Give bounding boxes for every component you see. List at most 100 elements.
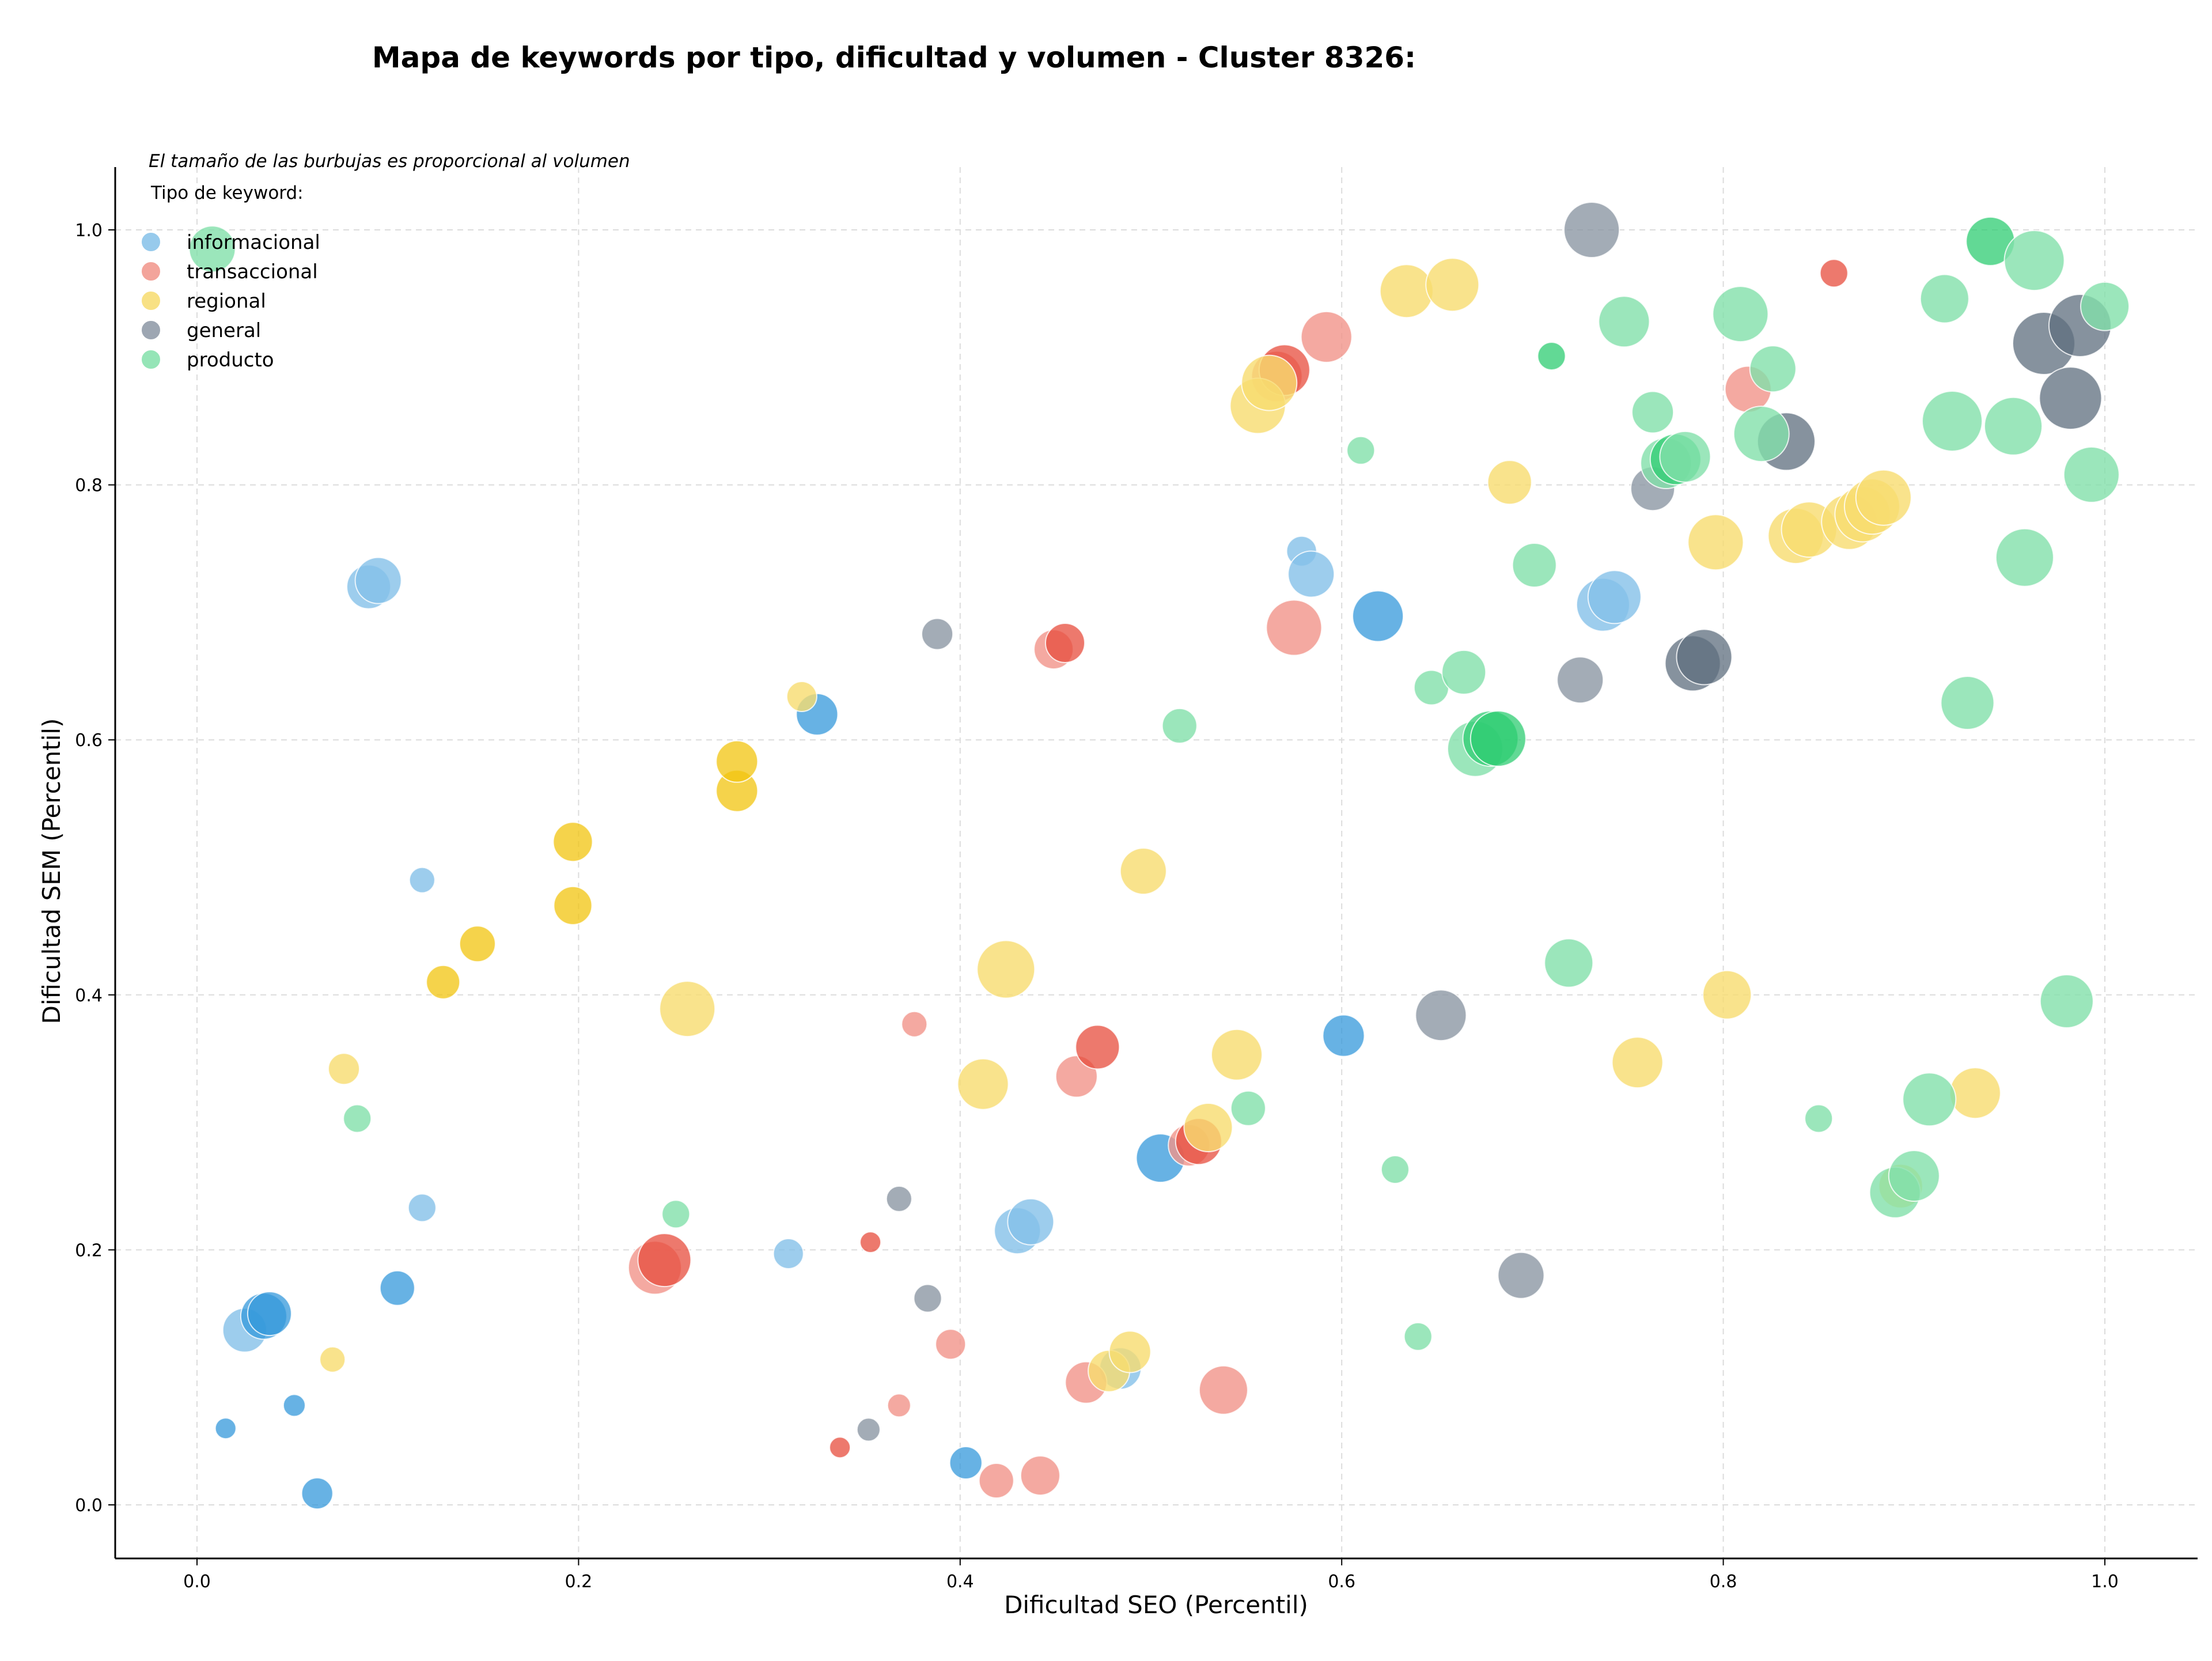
y-tick-label: 0.8 bbox=[75, 476, 103, 496]
tick-labels: 0.0 0.0 0.2 0.2 0.4 0.4 0.6 0.6 0.8 0.8 1.0 1.0 bbox=[75, 221, 2119, 1592]
bubble-general bbox=[1676, 629, 1733, 686]
bubble-transaccional bbox=[1266, 599, 1323, 656]
legend: informacional transaccional regional genera… bbox=[141, 231, 320, 372]
bubble-producto bbox=[1984, 396, 2043, 456]
legend-item-regional: regional bbox=[141, 290, 266, 313]
x-tick-label: 0.2 bbox=[565, 1572, 593, 1592]
bubble-producto bbox=[1631, 391, 1675, 434]
legend-item-producto: producto bbox=[141, 349, 274, 372]
bubble-producto bbox=[1922, 391, 1983, 452]
bubble-transaccional bbox=[901, 1011, 928, 1038]
bubble-transaccional bbox=[1045, 623, 1085, 663]
bubble-producto bbox=[1537, 342, 1566, 371]
bubble-producto bbox=[1512, 543, 1557, 588]
bubble-producto bbox=[1888, 1150, 1940, 1202]
bubble-regional bbox=[1702, 970, 1752, 1020]
bubble-regional bbox=[659, 981, 716, 1038]
bubble-general bbox=[1563, 202, 1620, 258]
bubble-producto bbox=[1940, 676, 1995, 730]
bubble-transaccional bbox=[1198, 1365, 1248, 1415]
bubble-producto bbox=[1919, 274, 1969, 324]
bubble-informacional bbox=[408, 867, 435, 894]
bubble-transaccional bbox=[1819, 259, 1849, 288]
bubble-producto bbox=[1161, 707, 1198, 744]
legend-marker bbox=[141, 261, 161, 282]
bubble-regional bbox=[319, 1346, 346, 1373]
legend-item-transaccional: transaccional bbox=[141, 260, 318, 283]
bubble-regional bbox=[328, 1053, 360, 1085]
bubble-producto bbox=[1902, 1072, 1957, 1127]
bubbles-layer bbox=[188, 202, 2130, 1510]
bubble-informacional bbox=[354, 557, 402, 604]
bubble-informacional bbox=[1587, 570, 1642, 625]
y-tick-label: 0.2 bbox=[75, 1240, 103, 1261]
bubble-producto bbox=[1230, 1090, 1266, 1126]
legend-label: general bbox=[187, 319, 261, 342]
bubble-producto bbox=[2039, 974, 2094, 1028]
legend-label: informacional bbox=[187, 231, 320, 254]
y-axis-label: Dificultad SEM (Percentil) bbox=[37, 718, 66, 1024]
bubble-regional bbox=[1611, 1036, 1664, 1089]
bubble-producto bbox=[1441, 649, 1487, 695]
bubble-general bbox=[1415, 989, 1467, 1042]
bubble-general bbox=[1497, 1251, 1545, 1299]
bubble-regional bbox=[552, 822, 593, 862]
legend-label: producto bbox=[187, 349, 274, 372]
x-tick-label: 0.6 bbox=[1328, 1572, 1355, 1592]
y-tick-label: 0.6 bbox=[75, 731, 103, 751]
bubble-producto bbox=[343, 1104, 372, 1133]
bubble-transaccional bbox=[887, 1393, 911, 1418]
bubble-regional bbox=[1425, 258, 1480, 312]
bubble-transaccional bbox=[637, 1233, 692, 1288]
bubble-producto bbox=[1380, 1155, 1410, 1184]
bubble-informacional bbox=[1007, 1198, 1055, 1246]
bubble-informacional bbox=[379, 1270, 415, 1306]
bubble-general bbox=[2039, 366, 2103, 430]
x-tick-label: 1.0 bbox=[2091, 1572, 2119, 1592]
bubble-general bbox=[921, 618, 954, 650]
bubble-regional bbox=[1487, 460, 1532, 505]
bubble-transaccional bbox=[1020, 1455, 1060, 1496]
x-tick-label: 0.8 bbox=[1710, 1572, 1737, 1592]
bubble-regional bbox=[957, 1058, 1009, 1110]
bubble-informacional bbox=[772, 1238, 804, 1269]
bubble-regional bbox=[1949, 1067, 2001, 1119]
legend-marker bbox=[141, 232, 161, 252]
x-tick-label: 0.4 bbox=[946, 1572, 974, 1592]
legend-item-general: general bbox=[141, 319, 261, 342]
bubble-informacional bbox=[247, 1291, 292, 1337]
bubble-regional bbox=[553, 886, 593, 925]
bubble-producto bbox=[1659, 430, 1711, 483]
bubble-regional bbox=[459, 925, 496, 963]
bubble-producto bbox=[2003, 230, 2065, 292]
legend-marker bbox=[141, 320, 161, 340]
bubble-producto bbox=[1712, 286, 1769, 343]
y-tick-label: 0.0 bbox=[75, 1496, 103, 1516]
series-producto bbox=[188, 216, 2130, 1351]
bubble-regional bbox=[976, 940, 1036, 999]
bubble-informacional bbox=[407, 1193, 437, 1223]
bubble-regional bbox=[786, 681, 817, 712]
bubble-regional bbox=[1211, 1028, 1263, 1081]
bubble-general bbox=[885, 1185, 912, 1212]
y-tick-label: 0.4 bbox=[75, 986, 103, 1006]
legend-marker bbox=[141, 290, 161, 311]
bubble-informacional bbox=[301, 1477, 334, 1510]
legend-label: regional bbox=[187, 290, 266, 313]
bubble-producto bbox=[1733, 406, 1790, 463]
bubble-general bbox=[913, 1284, 942, 1313]
bubble-producto bbox=[1995, 528, 2054, 587]
bubble-general bbox=[856, 1417, 881, 1442]
bubble-regional bbox=[1108, 1330, 1152, 1374]
bubble-regional bbox=[1855, 469, 1912, 526]
grid-lines bbox=[115, 167, 2198, 1558]
series-general bbox=[856, 202, 2112, 1442]
bubble-transaccional bbox=[935, 1329, 967, 1360]
bubble-transaccional bbox=[1300, 311, 1353, 363]
bubble-producto bbox=[1403, 1322, 1433, 1351]
bubble-transaccional bbox=[978, 1463, 1014, 1499]
bubble-transaccional bbox=[859, 1231, 882, 1254]
chart-title: Mapa de keywords por tipo, dificultad y … bbox=[372, 41, 1416, 74]
bubble-informacional bbox=[949, 1446, 983, 1480]
bubble-regional bbox=[1379, 264, 1434, 319]
